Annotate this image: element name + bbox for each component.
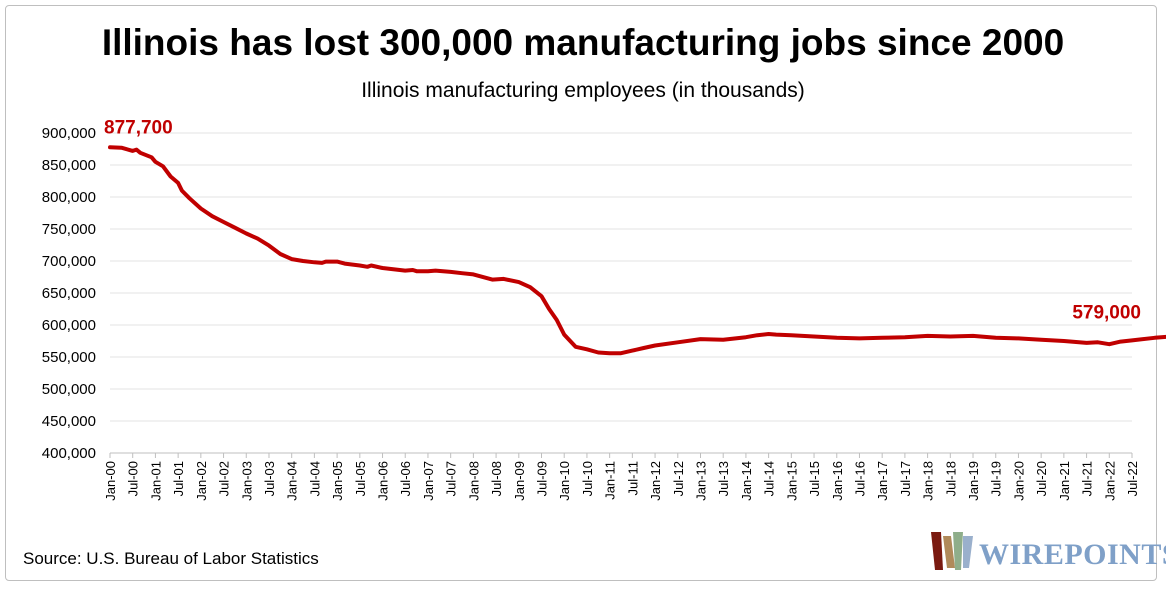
x-tick-label: Jan-11 [603, 461, 618, 500]
y-tick-label: 400,000 [42, 445, 96, 462]
x-tick-label: Jul-09 [535, 461, 550, 496]
x-tick-label: Jan-18 [921, 461, 936, 501]
x-tick-label: Jan-12 [648, 461, 663, 501]
x-tick-label: Jan-01 [148, 461, 163, 501]
x-tick-label: Jul-12 [671, 461, 686, 496]
data-label: 579,000 [1072, 302, 1141, 323]
x-tick-label: Jul-18 [943, 461, 958, 496]
x-tick-label: Jan-22 [1102, 461, 1117, 501]
x-tick-label: Jul-05 [353, 461, 368, 496]
x-tick-label: Jan-08 [466, 461, 481, 501]
x-tick-label: Jul-06 [398, 461, 413, 496]
chart-title: Illinois has lost 300,000 manufacturing … [101, 22, 1065, 63]
x-tick-label: Jul-13 [716, 461, 731, 496]
x-tick-label: Jan-19 [966, 461, 981, 501]
x-tick-label: Jul-08 [489, 461, 504, 496]
x-tick-label: Jan-04 [285, 461, 300, 501]
y-tick-label: 500,000 [42, 381, 96, 398]
x-tick-label: Jan-09 [512, 461, 527, 501]
series-line [108, 145, 1166, 356]
y-tick-label: 750,000 [42, 221, 96, 238]
x-tick-label: Jan-10 [557, 461, 572, 501]
source-note: Source: U.S. Bureau of Labor Statistics [23, 549, 319, 568]
x-tick-label: Jan-06 [376, 461, 391, 501]
x-tick-label: Jan-14 [739, 461, 754, 501]
x-tick-label: Jan-07 [421, 461, 436, 501]
y-tick-label: 600,000 [42, 317, 96, 334]
y-tick-label: 800,000 [42, 189, 96, 206]
x-tick-label: Jul-04 [307, 461, 322, 496]
x-tick-label: Jul-07 [444, 461, 459, 496]
x-tick-label: Jan-13 [693, 461, 708, 501]
x-tick-label: Jul-03 [262, 461, 277, 496]
x-tick-label: Jan-05 [330, 461, 345, 501]
x-tick-label: Jul-02 [217, 461, 232, 496]
y-tick-label: 850,000 [42, 157, 96, 174]
x-tick-label: Jul-15 [807, 461, 822, 496]
x-tick-label: Jul-16 [852, 461, 867, 496]
y-tick-label: 900,000 [42, 125, 96, 142]
x-tick-label: Jan-16 [830, 461, 845, 501]
y-tick-label: 650,000 [42, 285, 96, 302]
x-tick-label: Jul-21 [1080, 461, 1095, 496]
y-tick-label: 450,000 [42, 413, 96, 430]
x-tick-label: Jan-03 [239, 461, 254, 501]
x-tick-label: Jul-11 [625, 461, 640, 495]
x-tick-label: Jan-02 [194, 461, 209, 501]
x-tick-label: Jan-00 [103, 461, 118, 501]
x-tick-label: Jan-15 [784, 461, 799, 501]
x-tick-label: Jul-20 [1034, 461, 1049, 496]
x-tick-label: Jan-20 [1011, 461, 1026, 501]
x-tick-label: Jan-17 [875, 461, 890, 501]
x-tick-label: Jul-22 [1125, 461, 1140, 496]
wirepoints-logo-text: WIREPOINTS [979, 538, 1166, 571]
x-tick-label: Jul-01 [171, 461, 186, 496]
y-tick-label: 550,000 [42, 349, 96, 366]
data-label: 877,700 [104, 117, 173, 138]
wirepoints-logo: WIREPOINTS [929, 528, 1166, 574]
x-tick-label: Jul-14 [762, 461, 777, 496]
x-tick-label: Jul-19 [989, 461, 1004, 496]
y-tick-label: 700,000 [42, 253, 96, 270]
x-tick-label: Jul-10 [580, 461, 595, 496]
x-tick-label: Jan-21 [1057, 461, 1072, 501]
chart-subtitle: Illinois manufacturing employees (in tho… [361, 79, 805, 102]
wirepoints-logo-mark-icon [931, 532, 973, 570]
x-tick-label: Jul-17 [898, 461, 913, 496]
x-tick-label: Jul-00 [126, 461, 141, 496]
